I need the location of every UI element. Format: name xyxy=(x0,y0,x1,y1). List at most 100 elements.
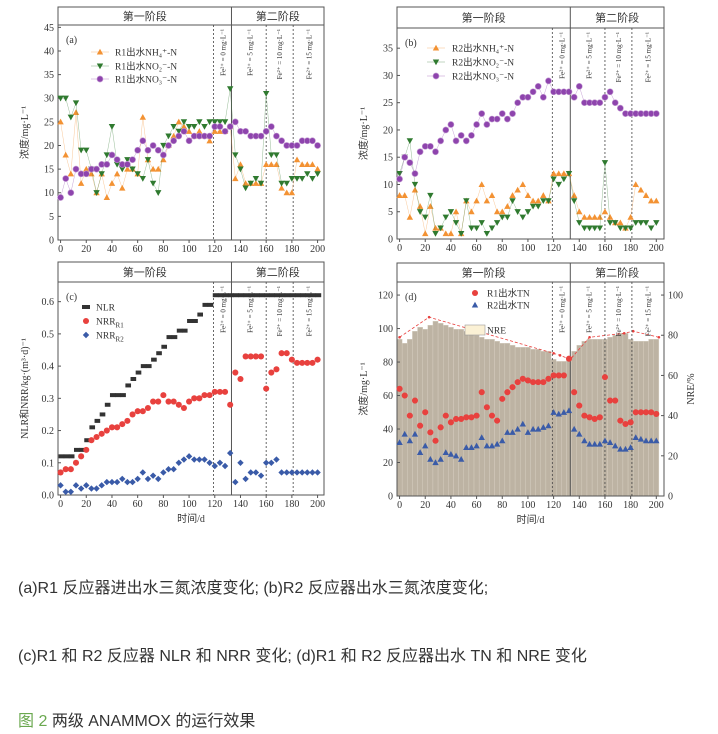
legend-label-text: R2出水NH₄⁺-N xyxy=(452,43,514,55)
data-point xyxy=(252,353,259,360)
data-point xyxy=(149,180,157,187)
data-point xyxy=(288,469,296,476)
legend-label-text: R1出水NO₂⁻-N xyxy=(115,61,177,73)
data-point xyxy=(509,110,516,117)
data-point xyxy=(268,152,275,159)
data-point xyxy=(478,389,485,396)
data-point xyxy=(488,225,496,232)
data-point xyxy=(175,128,182,135)
data-point xyxy=(411,170,419,177)
data-point xyxy=(473,121,480,128)
figure-title: 两级 ANAMMOX 的运行效果 xyxy=(51,713,256,730)
data-point xyxy=(98,430,105,437)
data-point xyxy=(206,132,213,140)
data-point xyxy=(411,397,419,404)
data-point xyxy=(627,213,634,220)
data-point xyxy=(540,424,547,430)
nlr-point xyxy=(284,293,291,298)
nre-bar xyxy=(643,341,649,497)
data-point xyxy=(149,165,157,172)
data-point xyxy=(524,429,532,435)
data-point xyxy=(185,128,193,134)
data-point xyxy=(406,437,414,444)
nre-bar xyxy=(525,347,531,497)
data-point xyxy=(57,482,64,489)
nlr-point xyxy=(315,293,322,298)
data-point xyxy=(226,86,234,92)
data-point xyxy=(293,176,301,182)
nre-bar xyxy=(437,322,444,497)
x-tick-label: 60 xyxy=(472,243,482,254)
plot-frame xyxy=(57,6,325,241)
x-tick-label: 100 xyxy=(520,243,535,254)
legend-label-subscript: R2 xyxy=(116,336,125,344)
data-point xyxy=(632,181,639,188)
data-point xyxy=(509,192,516,198)
data-point xyxy=(242,180,249,186)
data-point xyxy=(586,213,593,220)
y-tick-label: 30 xyxy=(44,94,54,105)
nre-envelope-point xyxy=(558,354,562,357)
nre-bar xyxy=(417,327,423,497)
data-point xyxy=(72,482,80,489)
data-point xyxy=(124,478,131,486)
data-point xyxy=(108,424,116,431)
data-point xyxy=(144,157,152,163)
data-point xyxy=(160,469,167,476)
panel-b: 第一阶段 第二阶段 Fe²⁺ = 0 mg·L⁻¹ Fe²⁺ = 5 mg·L⁻¹ Fe… xyxy=(357,6,665,254)
data-point xyxy=(570,93,578,101)
data-point xyxy=(570,192,578,198)
y-tick-label: 0 xyxy=(388,492,393,503)
nre-bar xyxy=(463,331,470,497)
data-point xyxy=(232,369,239,376)
data-point xyxy=(139,408,146,415)
y-tick-label: 0.5 xyxy=(42,329,55,340)
data-point xyxy=(67,466,74,473)
legend-marker xyxy=(432,44,440,51)
nlr-point xyxy=(156,351,162,356)
nre-bar xyxy=(458,329,464,497)
data-point xyxy=(581,412,588,419)
stage-label-1: 第一阶段 xyxy=(462,11,506,25)
data-point xyxy=(226,123,234,130)
data-point xyxy=(463,414,470,421)
y-axis-label: 浓度/mg·L⁻¹ xyxy=(18,106,31,159)
data-point xyxy=(601,437,609,444)
y-tick-label: 10 xyxy=(44,188,54,199)
data-point xyxy=(648,409,655,416)
data-point xyxy=(524,192,532,198)
series-1: R2出水TN xyxy=(396,300,660,466)
data-point xyxy=(463,444,470,450)
x-tick-label: 140 xyxy=(233,499,248,510)
y-tick-label: 40 xyxy=(44,46,54,57)
nre-bar xyxy=(443,325,449,497)
data-point xyxy=(473,442,480,449)
data-point xyxy=(226,449,234,457)
data-point xyxy=(237,161,244,167)
data-point xyxy=(170,466,177,473)
nre-bar xyxy=(571,351,577,497)
data-point xyxy=(247,353,254,360)
data-point xyxy=(216,123,224,130)
data-point xyxy=(432,224,439,231)
y-tick-label: 60 xyxy=(383,391,393,402)
series-0: R1出水NH₄⁺-N xyxy=(57,47,321,201)
y-tick-label: 25 xyxy=(44,117,54,128)
data-point xyxy=(134,475,141,483)
data-point xyxy=(103,478,111,486)
legend-label: R2出水NO₂⁻-N xyxy=(452,57,514,69)
y-tick-label: 45 xyxy=(44,23,54,34)
data-point xyxy=(514,425,521,432)
legend-nre-swatch xyxy=(464,324,486,336)
x-tick-label: 140 xyxy=(572,500,587,511)
data-point xyxy=(160,151,167,159)
data-point xyxy=(83,482,90,489)
data-point xyxy=(447,121,455,128)
data-point xyxy=(468,132,475,139)
data-point xyxy=(180,119,188,126)
data-point xyxy=(232,175,239,182)
data-point xyxy=(416,203,424,209)
data-point xyxy=(550,170,557,177)
nlr-point xyxy=(248,293,255,298)
nlr-point xyxy=(197,312,203,317)
